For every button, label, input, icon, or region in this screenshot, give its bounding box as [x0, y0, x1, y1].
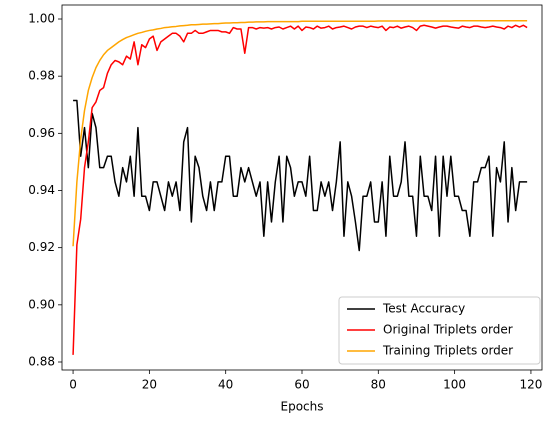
x-tick-label: 20: [142, 378, 157, 392]
x-tick-label: 120: [519, 378, 542, 392]
legend-box: [338, 296, 541, 365]
x-tick-label: 60: [294, 378, 309, 392]
x-tick-label: 0: [69, 378, 77, 392]
legend-label: Test Accuracy: [382, 302, 465, 316]
x-axis-label: Epochs: [281, 400, 324, 414]
legend-label: Original Triplets order: [383, 323, 513, 337]
legend-label: Training Triplets order: [382, 344, 513, 358]
y-tick-label: 0.88: [28, 354, 55, 368]
axes-frame: [61, 4, 543, 371]
series-line: [72, 19, 528, 247]
series-line: [72, 24, 528, 355]
y-tick-label: 0.90: [28, 297, 55, 311]
series-line: [73, 99, 528, 252]
legend: Test Accuracy Original Triplets order Trai…: [338, 296, 541, 365]
y-tick-label: 0.94: [28, 183, 55, 197]
x-tick-label: 100: [443, 378, 466, 392]
y-tick-label: 0.96: [28, 126, 55, 140]
x-tick-label: 80: [371, 378, 386, 392]
y-tick-label: 1.00: [28, 12, 55, 26]
y-tick-label: 0.92: [28, 240, 55, 254]
y-tick-label: 0.98: [28, 69, 55, 83]
x-tick-label: 40: [218, 378, 233, 392]
